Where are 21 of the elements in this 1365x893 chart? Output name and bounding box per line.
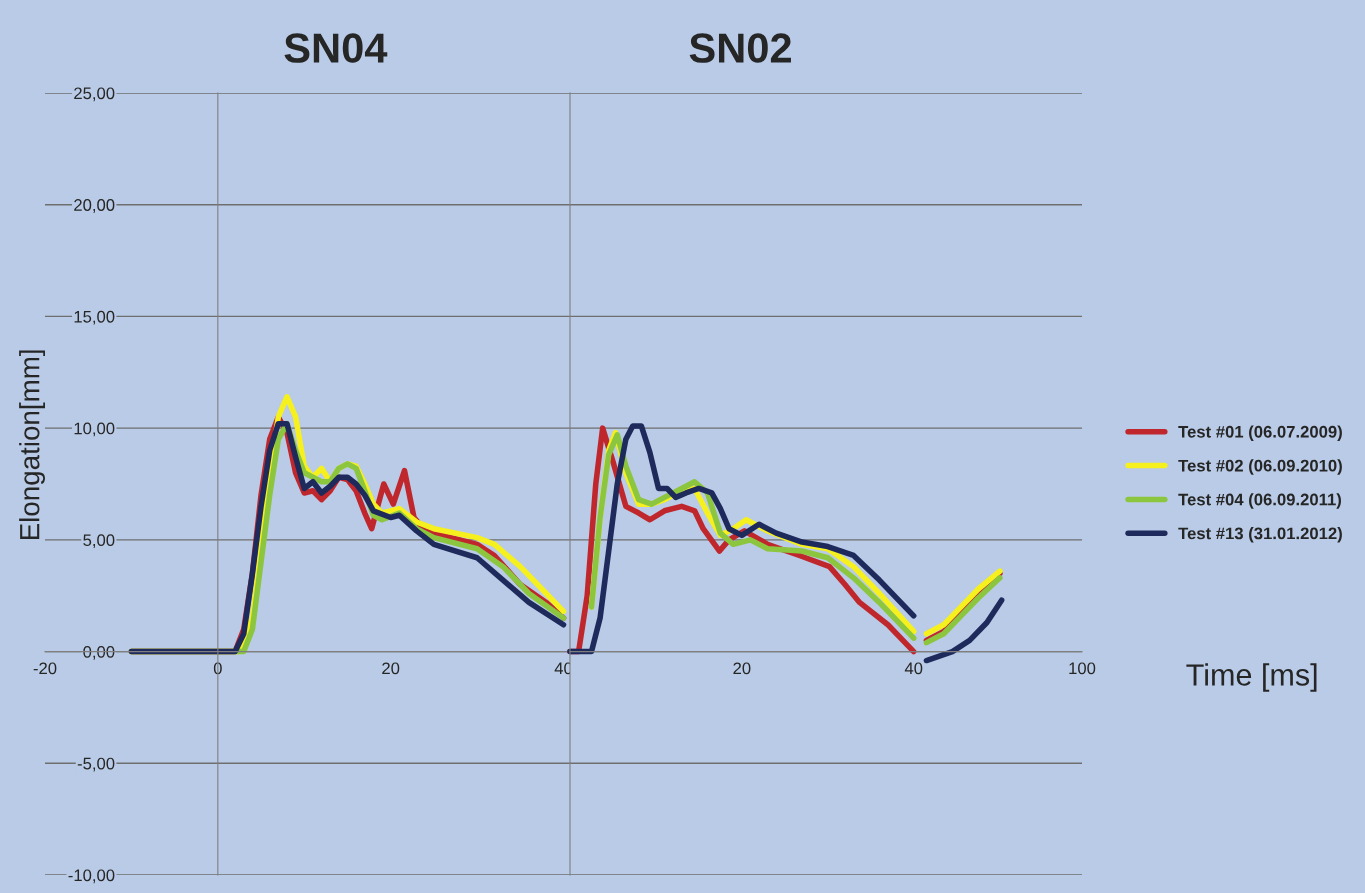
y-tick-label: -10,00 xyxy=(68,869,115,884)
chart-title: SN02 xyxy=(689,33,791,63)
x-tick-label: 20 xyxy=(382,662,400,675)
legend-label: Test #13 (31.01.2012) xyxy=(1178,527,1342,543)
x-axis-title: Time [ms] xyxy=(1186,663,1317,692)
y-tick-label: 5,00 xyxy=(83,534,115,549)
x-tick-label: 40 xyxy=(904,662,923,675)
y-tick-label: 20,00 xyxy=(74,199,115,213)
y-axis-title: Elongation[mm] xyxy=(19,350,45,540)
legend-label: Test #02 (06.09.2010) xyxy=(1178,459,1342,475)
y-tick-label: 15,00 xyxy=(74,310,115,325)
x-tick-label: 20 xyxy=(733,662,751,675)
x-tick-label: 100 xyxy=(1069,662,1096,675)
y-tick-label: 25,00 xyxy=(74,87,115,102)
x-tick-label: -20 xyxy=(33,662,57,675)
legend-label: Test #01 (06.07.2009) xyxy=(1178,425,1342,441)
chart-title: SN04 xyxy=(284,33,388,63)
legend-label: Test #04 (06.09.2011) xyxy=(1178,493,1341,509)
y-tick-label: 10,00 xyxy=(74,422,115,437)
x-tick-label: 0 xyxy=(213,662,222,675)
y-tick-label: -5,00 xyxy=(77,757,115,772)
